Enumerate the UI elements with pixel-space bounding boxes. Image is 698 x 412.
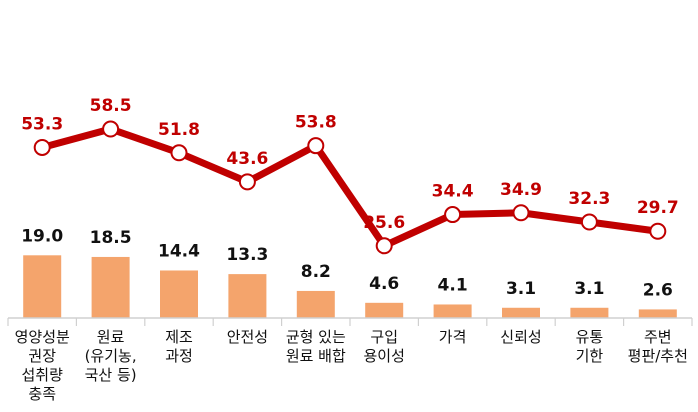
line-value-label: 29.7 [637, 198, 679, 218]
line-point [649, 222, 667, 240]
bar-value-label: 3.1 [574, 279, 604, 299]
line-value-label: 34.9 [500, 180, 542, 200]
line-point [512, 204, 530, 222]
line-value-label: 51.8 [158, 120, 200, 140]
bar-value-label: 2.6 [643, 280, 673, 300]
x-tick-label-line: 주변 [644, 328, 672, 346]
line-point [307, 137, 325, 155]
bar [23, 255, 62, 318]
x-tick-label: 제조 과정 [165, 328, 193, 365]
category-layer: 영양성분 권장 섭취량 충족 원료 (유기농, 국산 등) 제조 과정 안전성 균형 있는 원료 배합… [15, 328, 688, 403]
bar [365, 302, 404, 318]
line-value-label: 53.3 [21, 114, 63, 134]
bar-value-label: 4.6 [369, 274, 399, 294]
line-point [444, 206, 462, 224]
x-tick-label-line: 용이성 [363, 347, 404, 365]
x-tick-label: 구입 용이성 [363, 328, 404, 365]
bar [570, 307, 609, 318]
bar-value-label: 4.1 [438, 275, 468, 295]
line-value-label: 32.3 [568, 189, 610, 209]
bar [433, 304, 472, 318]
line-point [238, 173, 256, 191]
line-series [38, 125, 662, 250]
x-tick-label: 원료 (유기농, 국산 등) [85, 328, 137, 384]
line-point [375, 237, 393, 255]
x-tick-label: 안전성 [227, 328, 268, 346]
bar [91, 256, 130, 318]
line-point [102, 120, 120, 138]
bar-value-label: 18.5 [90, 228, 132, 248]
x-tick-label: 주변 평판/추천 [628, 328, 688, 365]
x-tick-label: 유통 기한 [576, 328, 604, 365]
line-value-label: 58.5 [90, 96, 132, 116]
axis-layer [7, 317, 693, 326]
bar-value-label: 19.0 [21, 226, 63, 246]
bar [228, 274, 267, 318]
bar [160, 270, 198, 318]
line-point [170, 144, 188, 162]
x-tick-label-line: 안전성 [227, 328, 268, 346]
x-tick-label-line: 충족 [28, 385, 56, 403]
bars-layer [23, 255, 677, 318]
x-tick-label-line: 기한 [576, 347, 604, 365]
x-tick-label-line: 신뢰성 [500, 328, 541, 346]
x-tick-label-line: 원료 [97, 328, 125, 346]
x-tick-label: 가격 [439, 328, 467, 346]
bar [296, 290, 335, 318]
line-point [33, 138, 51, 156]
x-tick-label-line: (유기농, [85, 347, 137, 365]
labels-layer: 19.0 18.5 14.4 13.3 8.2 4.6 4.1 3.1 3.1 2.6 53.3 58… [21, 96, 679, 300]
line-point [580, 213, 598, 231]
x-tick-label-line: 균형 있는 [286, 328, 346, 346]
bar [502, 307, 540, 318]
x-tick-label-line: 제조 [165, 328, 193, 346]
x-tick-label-line: 원료 배합 [286, 347, 346, 365]
x-tick-label-line: 영양성분 [15, 328, 70, 346]
line-value-label: 25.6 [363, 213, 405, 233]
x-tick-label: 영양성분 권장 섭취량 충족 [15, 328, 70, 403]
x-tick-label-line: 섭취량 [21, 366, 63, 384]
x-tick-label-line: 구입 [370, 328, 398, 346]
x-tick-label: 신뢰성 [500, 328, 541, 346]
x-tick-label-line: 국산 등) [85, 366, 137, 384]
line-value-label: 34.4 [432, 182, 474, 202]
bar [638, 309, 677, 318]
bar-value-label: 14.4 [158, 241, 200, 261]
line-value-label: 53.8 [295, 113, 337, 133]
line-value-label: 43.6 [226, 149, 268, 169]
bar-value-label: 13.3 [226, 245, 268, 265]
x-tick-label-line: 가격 [439, 328, 467, 346]
bar-value-label: 3.1 [506, 279, 536, 299]
line-layer [33, 120, 667, 255]
x-tick-label-line: 유통 [576, 328, 604, 346]
x-tick-label-line: 과정 [165, 347, 193, 365]
x-tick-label: 균형 있는 원료 배합 [286, 328, 346, 365]
x-tick-label-line: 평판/추천 [628, 347, 688, 365]
x-tick-label-line: 권장 [28, 347, 56, 365]
bar-value-label: 8.2 [301, 262, 331, 282]
